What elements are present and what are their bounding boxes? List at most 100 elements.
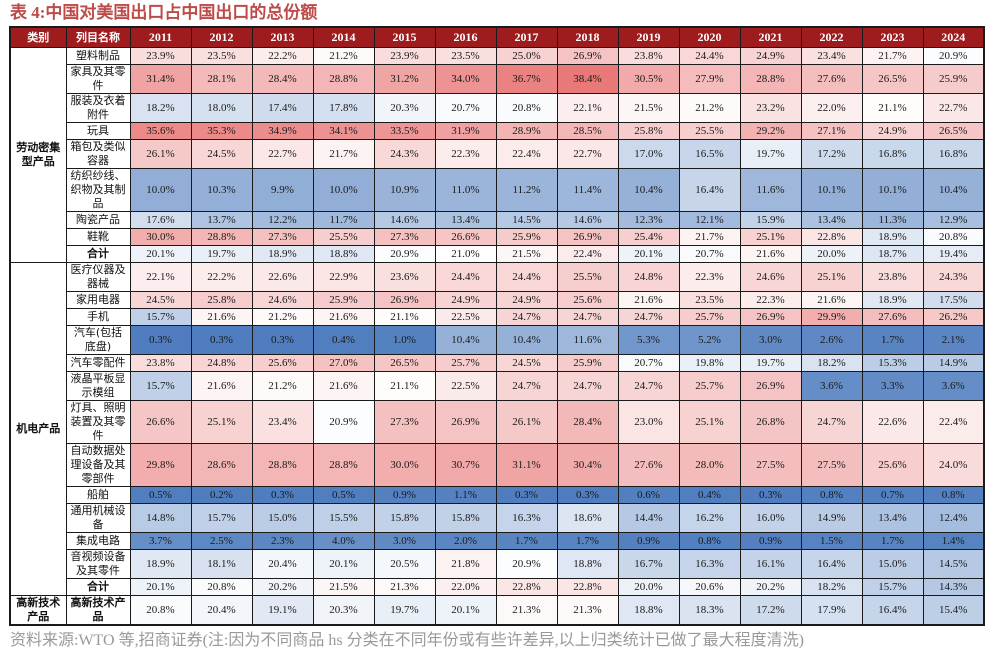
value-cell: 13.4% bbox=[861, 503, 924, 533]
value-cell: 34.0% bbox=[434, 64, 497, 94]
value-cell: 24.7% bbox=[495, 308, 558, 326]
value-cell: 16.3% bbox=[495, 503, 558, 533]
value-cell: 25.9% bbox=[312, 291, 375, 309]
value-cell: 16.2% bbox=[678, 503, 741, 533]
value-cell: 25.7% bbox=[434, 354, 497, 372]
value-cell: 23.8% bbox=[861, 262, 924, 292]
value-cell: 0.8% bbox=[678, 532, 741, 550]
value-cell: 12.3% bbox=[617, 211, 680, 229]
value-cell: 27.6% bbox=[861, 308, 924, 326]
year-header: 2015 bbox=[373, 26, 436, 48]
value-cell: 22.5% bbox=[434, 308, 497, 326]
value-cell: 22.8% bbox=[556, 578, 619, 596]
table-row: 陶瓷产品 17.6% 13.7% 12.2% 11.7% 14.6% 13.4% 14.5% 1… bbox=[10, 211, 985, 229]
value-cell: 25.8% bbox=[617, 122, 680, 140]
value-cell: 22.4% bbox=[922, 400, 985, 444]
value-cell: 21.1% bbox=[861, 93, 924, 123]
value-cell: 17.5% bbox=[922, 291, 985, 309]
value-cell: 16.8% bbox=[861, 139, 924, 169]
value-cell: 18.9% bbox=[861, 291, 924, 309]
row-label-cell: 灯具、照明装置及其零件 bbox=[65, 400, 131, 444]
value-cell: 22.5% bbox=[434, 371, 497, 401]
value-cell: 25.8% bbox=[190, 291, 253, 309]
value-cell: 21.5% bbox=[495, 245, 558, 263]
value-cell: 2.0% bbox=[434, 532, 497, 550]
year-header: 2017 bbox=[495, 26, 558, 48]
value-cell: 31.1% bbox=[495, 443, 558, 487]
value-cell: 14.8% bbox=[129, 503, 192, 533]
value-cell: 18.9% bbox=[251, 245, 314, 263]
value-cell: 19.4% bbox=[922, 245, 985, 263]
value-cell: 19.1% bbox=[251, 595, 314, 626]
value-cell: 25.5% bbox=[312, 228, 375, 246]
value-cell: 16.4% bbox=[861, 595, 924, 626]
value-cell: 20.0% bbox=[617, 578, 680, 596]
value-cell: 20.0% bbox=[800, 245, 863, 263]
value-cell: 15.5% bbox=[312, 503, 375, 533]
value-cell: 23.8% bbox=[617, 47, 680, 65]
value-cell: 20.2% bbox=[251, 578, 314, 596]
value-cell: 27.3% bbox=[373, 228, 436, 246]
table-row: 鞋靴 30.0% 28.8% 27.3% 25.5% 27.3% 26.6% 25.9% 26.… bbox=[10, 228, 985, 246]
value-cell: 17.4% bbox=[251, 93, 314, 123]
value-cell: 11.4% bbox=[556, 168, 619, 212]
year-header: 2014 bbox=[312, 26, 375, 48]
value-cell: 19.7% bbox=[373, 595, 436, 626]
table-header: 类别 列目名称 2011 2012 2013 2014 2015 2016 2017 2018 20… bbox=[9, 26, 985, 48]
value-cell: 14.9% bbox=[922, 354, 985, 372]
value-cell: 26.9% bbox=[739, 308, 802, 326]
value-cell: 14.3% bbox=[922, 578, 985, 596]
category-cell: 高新技术产品 bbox=[9, 595, 67, 626]
value-cell: 12.9% bbox=[922, 211, 985, 229]
value-cell: 34.1% bbox=[312, 122, 375, 140]
value-cell: 29.2% bbox=[739, 122, 802, 140]
table-row: 合计 20.1% 20.8% 20.2% 21.5% 21.3% 22.0% 22.8% 22.… bbox=[10, 578, 985, 596]
value-cell: 24.7% bbox=[556, 371, 619, 401]
value-cell: 1.7% bbox=[861, 325, 924, 355]
value-cell: 16.5% bbox=[678, 139, 741, 169]
value-cell: 22.7% bbox=[922, 93, 985, 123]
table-row: 通用机械设备 14.8% 15.7% 15.0% 15.5% 15.8% 15.8% 16.3… bbox=[10, 503, 985, 533]
value-cell: 20.9% bbox=[922, 47, 985, 65]
value-cell: 20.3% bbox=[373, 93, 436, 123]
value-cell: 16.8% bbox=[922, 139, 985, 169]
value-cell: 14.6% bbox=[373, 211, 436, 229]
value-cell: 22.2% bbox=[190, 262, 253, 292]
table-row: 自动数据处理设备及其零部件 29.8% 28.6% 28.8% 28.8% 30.0% 30… bbox=[10, 443, 985, 487]
table-row: 合计 20.1% 19.7% 18.9% 18.8% 20.9% 21.0% 21.5% 22.… bbox=[10, 245, 985, 263]
value-cell: 16.7% bbox=[617, 549, 680, 579]
value-cell: 26.9% bbox=[739, 371, 802, 401]
value-cell: 24.9% bbox=[495, 291, 558, 309]
value-cell: 9.9% bbox=[251, 168, 314, 212]
value-cell: 21.6% bbox=[800, 291, 863, 309]
value-cell: 30.0% bbox=[129, 228, 192, 246]
value-cell: 22.4% bbox=[495, 139, 558, 169]
value-cell: 22.1% bbox=[556, 93, 619, 123]
value-cell: 30.0% bbox=[373, 443, 436, 487]
row-label-cell: 箱包及类似容器 bbox=[65, 139, 131, 169]
value-cell: 25.9% bbox=[922, 64, 985, 94]
value-cell: 24.3% bbox=[922, 262, 985, 292]
value-cell: 0.4% bbox=[312, 325, 375, 355]
value-cell: 23.2% bbox=[739, 93, 802, 123]
row-label-cell: 汽车零配件 bbox=[65, 354, 131, 372]
year-header: 2013 bbox=[251, 26, 314, 48]
value-cell: 20.9% bbox=[373, 245, 436, 263]
value-cell: 20.3% bbox=[312, 595, 375, 626]
value-cell: 2.1% bbox=[922, 325, 985, 355]
value-cell: 15.0% bbox=[861, 549, 924, 579]
value-cell: 1.4% bbox=[922, 532, 985, 550]
value-cell: 25.7% bbox=[678, 308, 741, 326]
value-cell: 21.8% bbox=[434, 549, 497, 579]
value-cell: 26.5% bbox=[861, 64, 924, 94]
value-cell: 34.9% bbox=[251, 122, 314, 140]
row-label-cell: 液晶平板显示模组 bbox=[65, 371, 131, 401]
value-cell: 0.5% bbox=[312, 486, 375, 504]
value-cell: 21.2% bbox=[678, 93, 741, 123]
value-cell: 24.6% bbox=[739, 262, 802, 292]
value-cell: 23.6% bbox=[373, 262, 436, 292]
value-cell: 11.3% bbox=[861, 211, 924, 229]
year-header: 2021 bbox=[739, 26, 802, 48]
value-cell: 19.7% bbox=[190, 245, 253, 263]
value-cell: 26.1% bbox=[495, 400, 558, 444]
